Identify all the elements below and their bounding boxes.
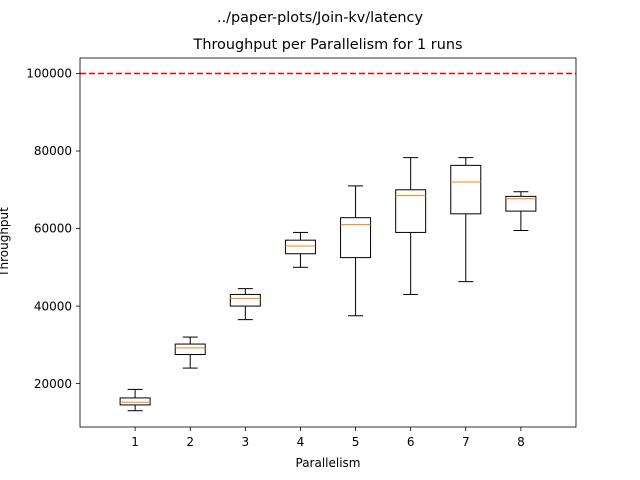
y-axis-label: Throughput — [0, 207, 11, 278]
box-group-3 — [229, 288, 261, 321]
plot-area: 20000 40000 60000 80000 100000 1 2 3 4 5 6 7 8 — [26, 57, 577, 449]
box-group-1 — [119, 388, 151, 412]
y-tick-label: 40000 — [34, 299, 72, 313]
box — [395, 189, 427, 233]
x-tick-label: 7 — [462, 435, 470, 449]
figure-suptitle: ../paper-plots/Join-kv/latency — [217, 10, 423, 26]
x-axis-label: Parallelism — [296, 456, 361, 470]
box-group-5 — [340, 185, 372, 317]
box-group-4 — [284, 231, 316, 268]
box — [450, 164, 482, 215]
y-tick-label: 20000 — [34, 377, 72, 391]
box — [229, 293, 261, 307]
y-tick-label: 100000 — [26, 67, 72, 81]
axes-frame — [79, 57, 577, 428]
x-tick-label: 2 — [186, 435, 194, 449]
box-group-2 — [174, 336, 206, 369]
box — [174, 343, 206, 356]
y-tick-label: 80000 — [34, 144, 72, 158]
box-group-8 — [505, 191, 537, 231]
x-tick-label: 8 — [517, 435, 525, 449]
box — [119, 397, 151, 406]
box — [505, 195, 537, 212]
box — [284, 239, 316, 255]
x-tick-label: 5 — [352, 435, 360, 449]
box — [340, 217, 372, 259]
y-tick-label: 60000 — [34, 222, 72, 236]
x-tick-label: 4 — [297, 435, 305, 449]
x-tick-label: 3 — [242, 435, 250, 449]
x-tick-label: 6 — [407, 435, 415, 449]
x-tick-label: 1 — [131, 435, 139, 449]
chart-title: Throughput per Parallelism for 1 runs — [193, 37, 463, 53]
box-group-6 — [395, 157, 427, 295]
box-group-7 — [450, 157, 482, 283]
